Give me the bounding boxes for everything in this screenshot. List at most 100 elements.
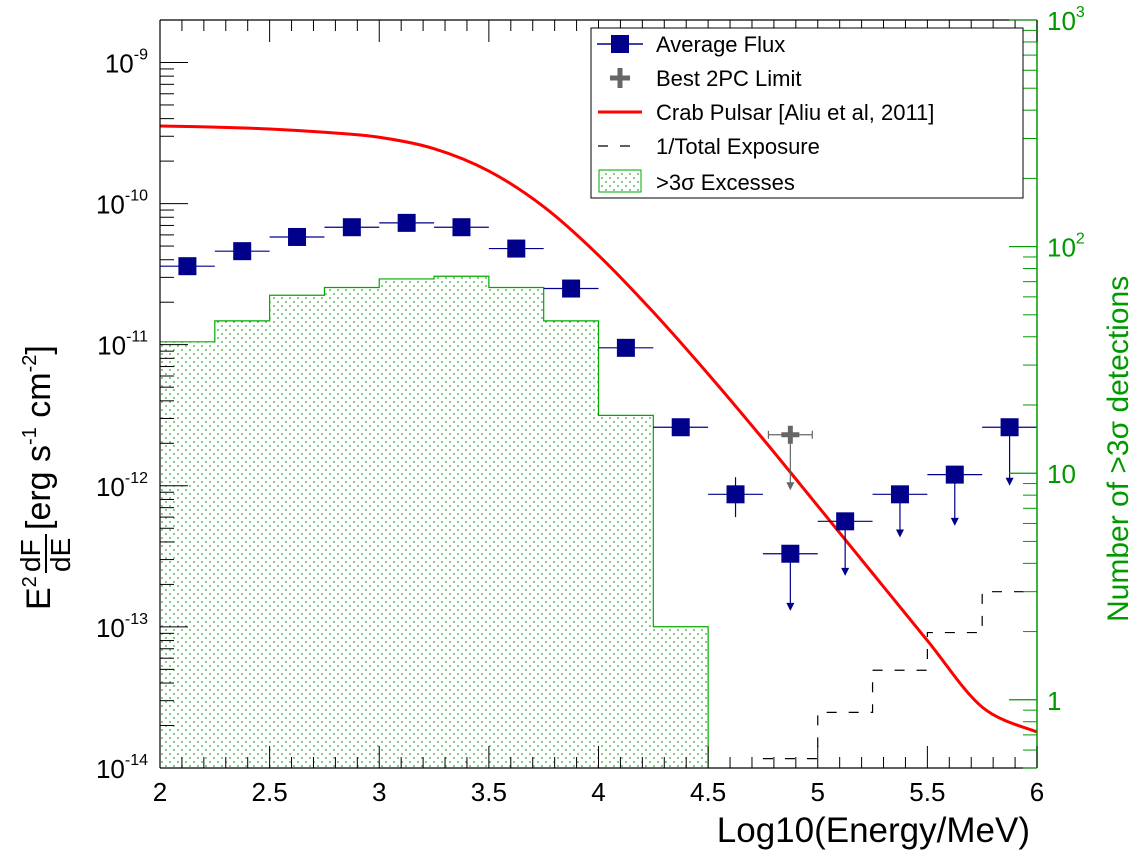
x-tick-label: 4.5 [690,777,726,807]
y-tick-base: 10 [96,754,125,784]
y2-tick-label: 1 [1047,686,1061,716]
square-marker [671,418,690,437]
square-marker [1000,418,1019,437]
y-tick-base: 10 [105,48,134,78]
data-point [927,465,983,526]
histogram-bar [598,415,654,768]
x-tick-label: 5.5 [909,777,945,807]
x-tick-label: 5 [811,777,825,807]
y-tick-exp: -14 [125,752,148,769]
upper-limit-arrowhead [895,529,904,538]
y-tick-exp: -10 [125,188,148,205]
y-label-sup: 2 [19,576,41,587]
y-tick-label: 10-12 [96,470,148,502]
y-tick-label: 10-11 [97,329,148,361]
y-tick-label: 10-10 [96,188,148,220]
svg-text:[erg s-1 cm-2]: [erg s-1 cm-2] [19,345,58,530]
legend-label: Best 2PC Limit [656,66,802,91]
histogram-outline [160,275,709,768]
data-point [817,512,873,576]
data-point [543,279,599,298]
histogram-bar [543,320,599,768]
square-marker [288,227,307,246]
data-point [488,239,544,258]
square-marker [452,218,471,237]
x-tick-label: 3.5 [471,777,507,807]
y-tick-exp: -12 [125,470,148,487]
y2-tick-exp: 2 [1076,231,1085,248]
y-label-frac-den: dE [45,538,76,572]
data-point [872,485,928,538]
data-point [653,418,709,437]
upper-limit-arrowhead [786,602,795,611]
legend-entry-crab-pulsar: Crab Pulsar [Aliu et al, 2011] [598,100,934,125]
exposure-step-line [762,591,1037,760]
upper-limit-arrowhead [1005,477,1014,486]
legend-label: Crab Pulsar [Aliu et al, 2011] [656,100,934,125]
y-label-units-end: ] [20,345,58,354]
exposure-step [762,591,1037,760]
y-label-units: [erg s [20,445,58,530]
y-tick-exp: -9 [134,46,148,63]
y2-tick-label: 102 [1047,231,1085,263]
data-point [762,544,818,611]
y-tick-base: 10 [96,613,125,643]
legend-label: Average Flux [656,32,785,57]
y-tick-exp: -11 [126,329,148,346]
square-marker [562,279,581,298]
square-marker [178,257,197,276]
crab-pulsar-line [159,124,1038,734]
y2-tick-base: 1 [1047,686,1061,716]
legend-entry-total-exposure: 1/Total Exposure [598,134,820,159]
x-tick-label: 3 [372,777,386,807]
x-axis: 2 2.5 3 3.5 4 4.5 5 5.5 6 [153,20,1044,807]
y2-tick-exp: 3 [1076,4,1085,21]
data-point [160,257,215,276]
legend-entry-average-flux: Average Flux [597,32,785,57]
data-point [269,227,325,246]
x-tick-label: 4 [591,777,605,807]
data-point [379,213,435,232]
y2-tick-label: 103 [1047,4,1085,36]
y-tick-base: 10 [96,472,125,502]
square-marker [233,242,252,261]
square-marker [726,485,745,504]
upper-limit-arrowhead [841,567,850,576]
histogram-bar [269,295,325,768]
y-tick-base: 10 [96,190,125,220]
legend-box [590,27,1024,199]
y-tick-label: 10-13 [96,611,148,643]
data-point [708,477,763,518]
upper-limit-arrowhead [950,517,959,526]
x-tick-label: 2.5 [252,777,288,807]
excess-histogram [160,275,709,768]
legend-label: >3σ Excesses [656,170,795,195]
square-marker [890,485,909,504]
legend-entry-best-2pc-limit: Best 2PC Limit [610,66,802,91]
x-tick-label: 6 [1030,777,1044,807]
square-marker [507,239,526,258]
y-tick-label: 10-9 [105,46,148,78]
y2-axis-label: Number of >3σ detections [1102,276,1135,622]
square-marker [616,338,635,357]
histogram-bar [653,626,709,768]
y-axis-label: E2 dF dE [erg s-1 cm-2] [15,345,76,610]
histogram-bar [324,287,380,768]
svg-text:E2: E2 [19,576,58,610]
y-tick-label: 10-14 [96,752,148,784]
data-point [982,418,1037,486]
data-point [214,242,270,261]
x-tick-label: 2 [153,777,167,807]
legend: Average Flux Best 2PC Limit Crab Pulsar … [590,27,1024,199]
y-label-base: E [20,587,58,610]
data-point [434,218,489,237]
histogram-bar [434,276,489,768]
histogram-bar [160,341,215,768]
y-label-units-mid: cm [20,372,58,427]
crab-pulsar-curve [159,124,1038,734]
y-tick-base: 10 [97,331,126,361]
square-marker [342,218,361,237]
y2-tick-base: 10 [1047,233,1076,263]
